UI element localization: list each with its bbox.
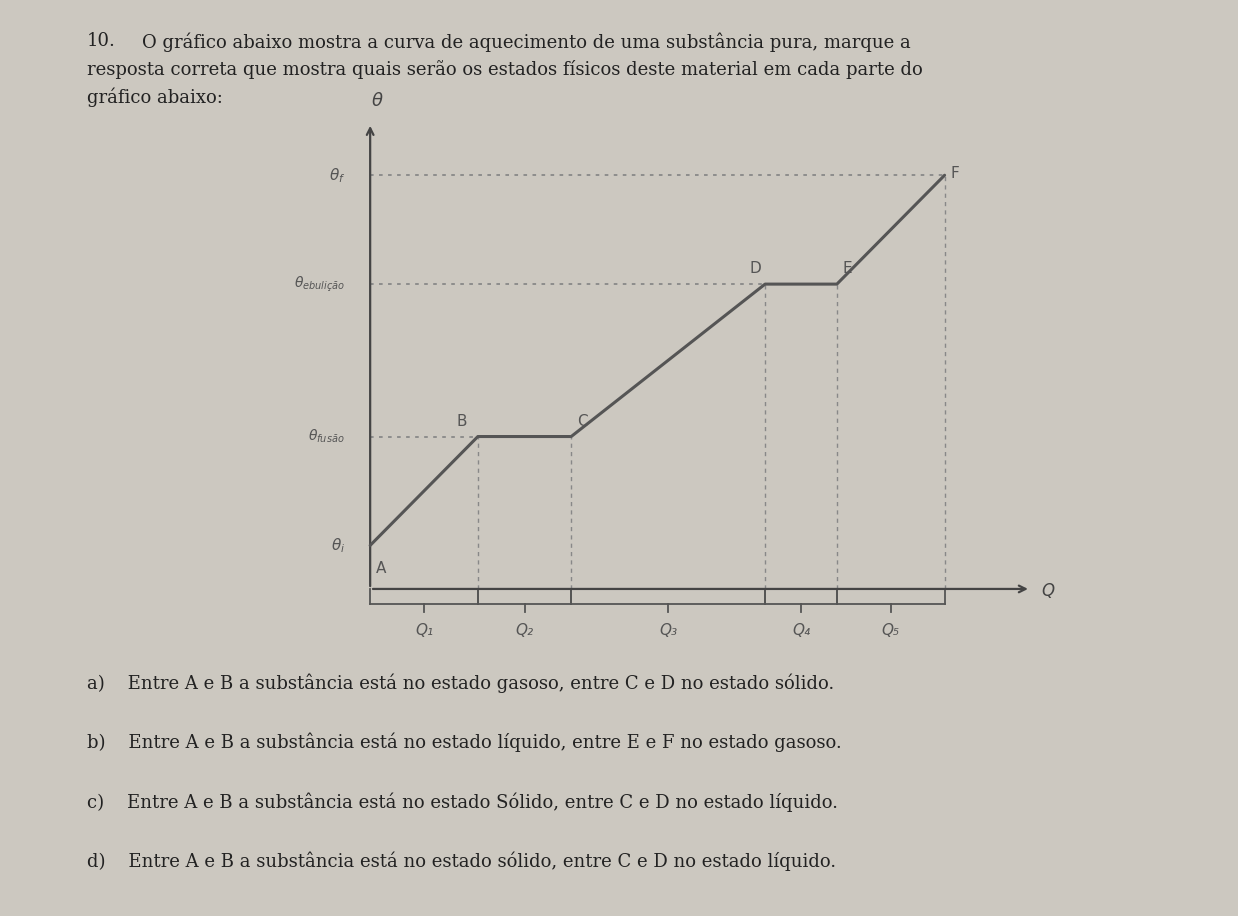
Text: $\theta_i$: $\theta_i$ (331, 536, 345, 555)
Text: Q₅: Q₅ (881, 623, 900, 638)
Text: Q₂: Q₂ (515, 623, 534, 638)
Text: A: A (376, 561, 386, 575)
Text: b)    Entre A e B a substância está no estado líquido, entre E e F no estado gas: b) Entre A e B a substância está no esta… (87, 733, 842, 752)
Text: gráfico abaixo:: gráfico abaixo: (87, 87, 223, 106)
Text: C: C (577, 414, 588, 429)
Text: $\theta$: $\theta$ (371, 92, 384, 110)
Text: $\theta_{fusão}$: $\theta_{fusão}$ (308, 428, 345, 445)
Text: c)    Entre A e B a substância está no estado Sólido, entre C e D no estado líqu: c) Entre A e B a substância está no esta… (87, 792, 838, 812)
Text: B: B (457, 414, 467, 429)
Text: Q: Q (1041, 583, 1055, 600)
Text: Q₃: Q₃ (659, 623, 677, 638)
Text: d)    Entre A e B a substância está no estado sólido, entre C e D no estado líqu: d) Entre A e B a substância está no esta… (87, 852, 836, 871)
Text: $\theta_f$: $\theta_f$ (328, 166, 345, 185)
Text: O gráfico abaixo mostra a curva de aquecimento de uma substância pura, marque a: O gráfico abaixo mostra a curva de aquec… (142, 32, 911, 51)
Text: a)    Entre A e B a substância está no estado gasoso, entre C e D no estado sóli: a) Entre A e B a substância está no esta… (87, 673, 834, 692)
Text: D: D (750, 261, 761, 277)
Text: E: E (843, 261, 852, 277)
Text: $\theta_{ebulição}$: $\theta_{ebulição}$ (295, 275, 345, 294)
Text: Q₁: Q₁ (415, 623, 433, 638)
Text: Q₄: Q₄ (792, 623, 810, 638)
Text: F: F (951, 166, 959, 180)
Text: resposta correta que mostra quais serão os estados físicos deste material em cad: resposta correta que mostra quais serão … (87, 60, 922, 79)
Text: 10.: 10. (87, 32, 115, 50)
